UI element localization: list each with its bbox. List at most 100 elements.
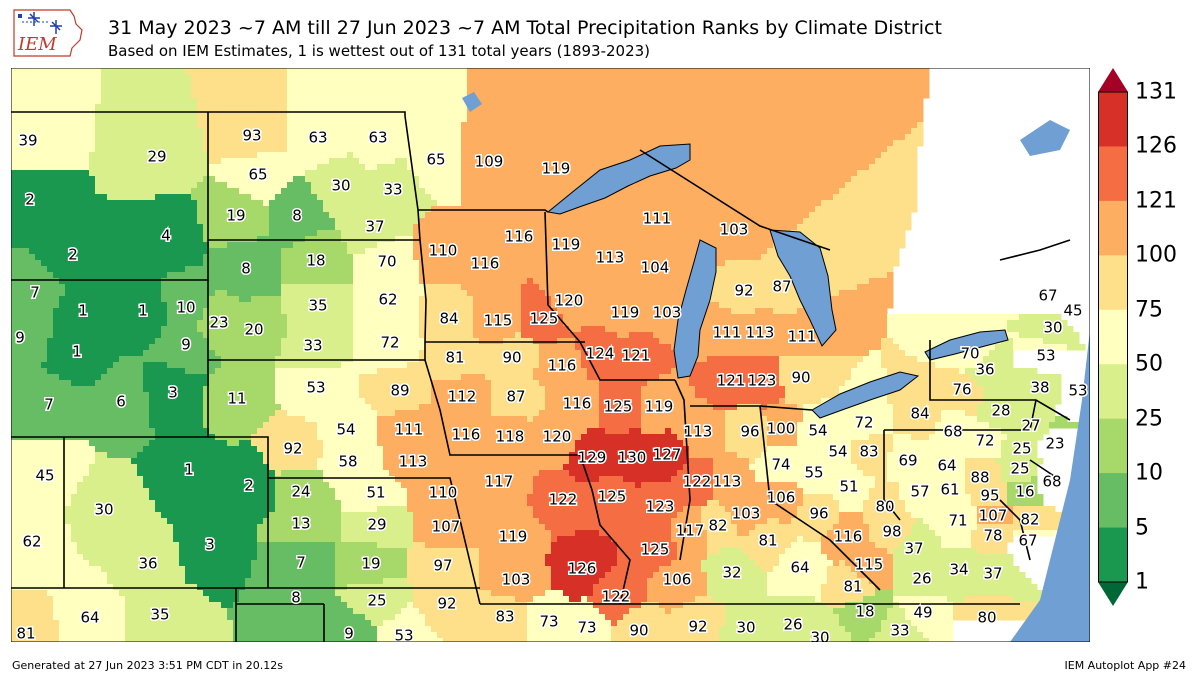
district-fill — [95, 176, 204, 183]
district-fill — [467, 74, 930, 81]
district-fill — [11, 194, 108, 201]
district-rank-label: 113 — [399, 453, 428, 471]
district-fill — [797, 440, 852, 447]
district-fill — [281, 296, 354, 303]
district-fill — [353, 284, 426, 291]
district-fill — [377, 638, 444, 642]
district-fill — [935, 530, 972, 537]
district-fill — [599, 380, 648, 387]
district-fill — [11, 92, 102, 99]
colorbar — [1098, 68, 1128, 606]
district-rank-label: 129 — [578, 449, 607, 467]
district-fill — [863, 500, 906, 507]
district-fill — [11, 374, 60, 381]
district-rank-label: 72 — [380, 334, 399, 352]
district-fill — [11, 530, 72, 537]
district-fill — [1007, 320, 1068, 327]
district-rank-label: 20 — [244, 321, 263, 339]
district-fill — [527, 614, 606, 621]
district-fill — [269, 206, 324, 213]
district-rank-label: 34 — [949, 561, 968, 579]
district-fill — [395, 410, 492, 417]
district-fill — [53, 602, 126, 609]
district-fill — [203, 230, 270, 237]
district-fill — [59, 278, 162, 285]
district-fill — [707, 548, 720, 555]
district-rank-label: 37 — [365, 218, 384, 236]
district-fill — [587, 428, 606, 435]
district-fill — [923, 632, 954, 639]
district-fill — [851, 566, 894, 573]
district-fill — [467, 98, 924, 105]
district-fill — [593, 602, 642, 609]
district-fill — [11, 260, 42, 267]
district-rank-label: 67 — [1038, 287, 1057, 305]
district-rank-label: 25 — [1010, 460, 1029, 478]
district-fill — [683, 506, 702, 513]
district-fill — [671, 608, 726, 615]
district-fill — [677, 470, 714, 477]
district-fill — [197, 206, 270, 213]
district-fill — [1007, 500, 1044, 507]
district-fill — [845, 626, 882, 633]
district-rank-label: 103 — [502, 571, 531, 589]
district-fill — [761, 404, 768, 411]
district-fill — [101, 92, 192, 99]
district-fill — [209, 158, 222, 165]
district-fill — [155, 500, 276, 507]
district-fill — [125, 596, 210, 603]
district-fill — [467, 104, 924, 111]
district-fill — [257, 152, 348, 159]
district-fill — [617, 548, 678, 555]
district-fill — [677, 434, 726, 441]
district-fill — [11, 188, 96, 195]
district-rank-label: 61 — [940, 481, 959, 499]
district-rank-label: 111 — [713, 324, 742, 342]
district-fill — [419, 218, 804, 225]
district-fill — [281, 248, 348, 255]
district-fill — [485, 374, 534, 381]
district-fill — [11, 638, 60, 642]
district-fill — [749, 464, 858, 471]
district-fill — [197, 182, 228, 189]
district-fill — [203, 314, 288, 321]
district-fill — [851, 440, 894, 447]
district-fill — [161, 290, 216, 297]
district-fill — [11, 284, 66, 291]
district-fill — [59, 626, 126, 633]
district-fill — [41, 362, 114, 369]
district-fill — [257, 536, 342, 543]
district-fill — [365, 248, 414, 255]
district-fill — [95, 140, 204, 147]
district-fill — [545, 524, 672, 531]
district-fill — [569, 458, 690, 465]
district-fill — [71, 494, 150, 501]
colorbar-max-arrow — [1098, 68, 1128, 92]
district-fill — [233, 626, 378, 633]
district-fill — [95, 104, 198, 111]
district-fill — [773, 242, 906, 249]
district-rank-label: 115 — [855, 556, 884, 574]
district-fill — [11, 452, 96, 459]
district-fill — [779, 362, 858, 369]
district-fill — [275, 410, 288, 417]
district-fill — [515, 332, 522, 339]
district-fill — [347, 152, 354, 159]
district-fill — [281, 278, 354, 285]
district-fill — [149, 440, 228, 447]
district-fill — [701, 524, 738, 531]
district-fill — [143, 446, 258, 453]
district-fill — [425, 188, 462, 195]
district-fill — [911, 620, 954, 627]
district-fill — [209, 338, 282, 345]
district-fill — [521, 296, 552, 303]
district-fill — [683, 602, 726, 609]
colorbar-min-arrow — [1098, 582, 1128, 606]
district-fill — [203, 410, 276, 417]
map-title: 31 May 2023 ~7 AM till 27 Jun 2023 ~7 AM… — [108, 17, 942, 39]
district-fill — [323, 206, 432, 213]
district-fill — [197, 218, 270, 225]
district-fill — [899, 602, 954, 609]
district-fill — [863, 512, 912, 519]
district-fill — [725, 614, 840, 621]
